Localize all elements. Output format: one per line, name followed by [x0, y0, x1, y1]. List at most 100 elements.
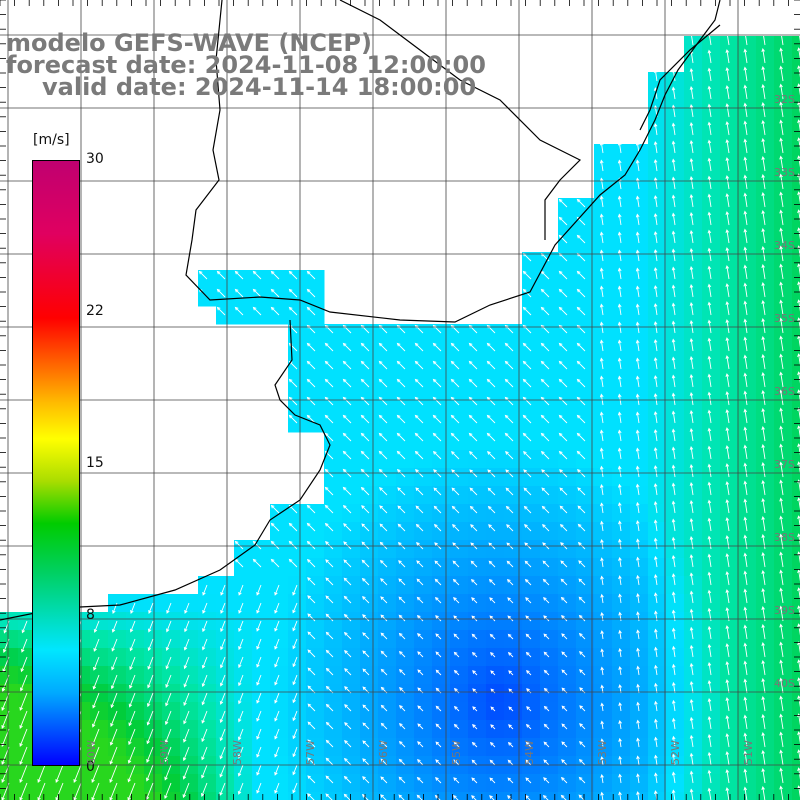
wind-arrow: [73, 782, 82, 800]
wind-arrow: [344, 704, 352, 712]
wind-arrow: [380, 722, 388, 730]
wind-arrow: [618, 719, 622, 730]
wind-arrow: [653, 249, 658, 262]
wind-arrow: [654, 736, 658, 748]
wind-arrow: [725, 265, 730, 280]
wind-arrow: [689, 770, 694, 784]
wind-arrow: [578, 614, 586, 622]
wind-arrow: [416, 794, 423, 800]
wind-arrow: [361, 559, 370, 568]
wind-arrow: [779, 695, 784, 712]
wind-cell: [648, 684, 667, 703]
wind-arrow: [689, 140, 694, 154]
wind-cell: [666, 216, 685, 235]
wind-arrow: [238, 692, 244, 705]
wind-cell: [720, 612, 739, 631]
wind-cell: [594, 504, 613, 523]
wind-arrow: [398, 578, 406, 586]
wind-arrow: [671, 374, 676, 388]
wind-cell: [666, 90, 685, 109]
lat-label: 37S: [774, 458, 795, 471]
wind-cell: [666, 252, 685, 271]
wind-cell: [594, 522, 613, 541]
wind-arrow: [505, 505, 514, 514]
wind-cell: [558, 720, 577, 739]
wind-cell: [522, 576, 541, 595]
wind-arrow: [325, 559, 334, 568]
wind-arrow: [380, 614, 388, 622]
wind-arrow: [256, 602, 262, 614]
wind-cell: [612, 540, 631, 559]
wind-arrow: [453, 741, 460, 748]
wind-cell: [468, 738, 487, 757]
wind-cell: [702, 180, 721, 199]
wind-arrow: [238, 584, 244, 596]
wind-arrow: [707, 121, 712, 136]
wind-cell: [684, 288, 703, 307]
wind-cell: [630, 162, 649, 181]
wind-arrow: [779, 173, 784, 190]
wind-cell: [666, 234, 685, 253]
wind-cell: [684, 666, 703, 685]
wind-cell: [612, 180, 631, 199]
wind-arrow: [558, 378, 568, 388]
wind-cell: [504, 576, 523, 595]
wind-cell: [594, 414, 613, 433]
wind-arrow: [274, 584, 280, 596]
wind-arrow: [378, 378, 388, 388]
wind-cell: [738, 306, 757, 325]
wind-arrow: [743, 660, 748, 676]
wind-arrow: [19, 692, 28, 711]
wind-arrow: [325, 595, 334, 604]
wind-arrow: [707, 787, 712, 800]
wind-cell: [702, 162, 721, 181]
wind-arrow: [164, 746, 172, 763]
wind-arrow: [270, 558, 280, 568]
wind-arrow: [274, 638, 280, 650]
wind-arrow: [380, 668, 388, 676]
wind-cell: [666, 324, 685, 343]
wind-cell: [738, 540, 757, 559]
wind-cell: [702, 324, 721, 343]
wind-arrow: [396, 378, 406, 388]
wind-arrow: [343, 523, 352, 532]
wind-arrow: [292, 638, 298, 650]
wind-arrow: [561, 669, 568, 676]
wind-cell: [486, 630, 505, 649]
wind-arrow: [490, 670, 496, 676]
wind-cell: [720, 306, 739, 325]
wind-arrow: [689, 681, 694, 694]
wind-arrow: [636, 737, 640, 748]
wind-arrow: [471, 741, 478, 748]
wind-cell: [432, 648, 451, 667]
wind-arrow: [761, 588, 766, 604]
wind-cell: [684, 702, 703, 721]
wind-cell: [756, 450, 775, 469]
wind-arrow: [578, 632, 586, 640]
wind-cell: [522, 702, 541, 721]
wind-arrow: [635, 303, 640, 316]
wind-cell: [792, 162, 800, 181]
wind-cell: [774, 648, 793, 667]
wind-cell: [612, 576, 631, 595]
wind-cell: [702, 630, 721, 649]
coastline-uruguay-brazil: [339, 0, 582, 240]
wind-cell: [666, 774, 685, 793]
wind-cell: [504, 774, 523, 793]
wind-arrow: [725, 49, 730, 64]
wind-arrow: [274, 728, 280, 740]
wind-cell: [522, 630, 541, 649]
wind-arrow: [362, 650, 370, 658]
wind-arrow: [779, 47, 784, 64]
wind-arrow: [671, 104, 676, 118]
wind-cell: [684, 324, 703, 343]
wind-cell: [738, 576, 757, 595]
wind-arrow: [725, 571, 730, 586]
wind-arrow: [635, 375, 640, 388]
wind-arrow: [292, 584, 298, 596]
wind-arrow: [689, 284, 694, 298]
wind-arrow: [292, 656, 298, 668]
wind-cell: [630, 666, 649, 685]
wind-arrow: [270, 504, 280, 514]
wind-arrow: [201, 674, 208, 688]
